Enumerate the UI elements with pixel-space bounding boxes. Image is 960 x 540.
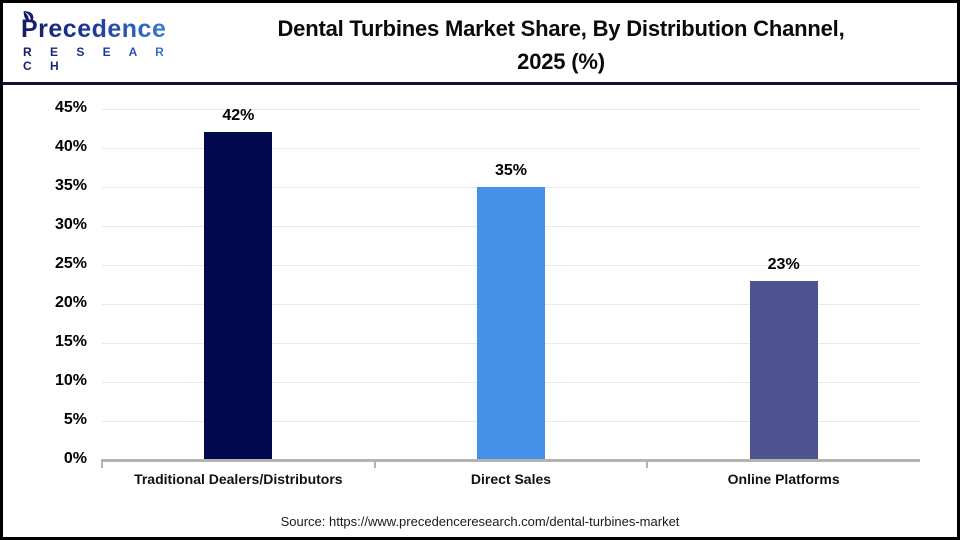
chart-title-line1: Dental Turbines Market Share, By Distrib… xyxy=(277,16,845,41)
bar-value-label: 42% xyxy=(222,107,255,125)
x-axis-tick xyxy=(101,460,103,468)
brand-logo: Precedence R E S E A R C H xyxy=(21,11,181,73)
brand-name: Precedence xyxy=(21,15,181,44)
header: Precedence R E S E A R C H Dental Turbin… xyxy=(3,3,957,82)
gridline-45pct xyxy=(102,109,920,110)
y-axis-label-35%: 35% xyxy=(54,177,87,194)
x-axis-tick xyxy=(646,460,649,468)
bar-traditional-dealers-distributors xyxy=(204,132,273,460)
source-text: Source: https://www.precedenceresearch.c… xyxy=(280,514,680,529)
gridline-40pct xyxy=(102,148,920,149)
y-axis-label-10%: 10% xyxy=(54,372,87,389)
header-divider xyxy=(3,82,957,85)
y-axis-label-45%: 45% xyxy=(54,99,87,116)
bar-direct-sales xyxy=(477,187,545,460)
y-axis-label-20%: 20% xyxy=(54,294,87,311)
bar-value-label: 35% xyxy=(494,162,528,179)
x-axis-category-label: Traditional Dealers/Distributors xyxy=(134,471,343,487)
y-axis-label-40%: 40% xyxy=(54,138,87,155)
chart-title-line2: 2025 (%) xyxy=(517,49,605,74)
y-axis-label-30%: 30% xyxy=(54,216,87,233)
brand-subname: R E S E A R C H xyxy=(21,45,181,73)
bar-value-label: 23% xyxy=(767,255,800,273)
x-axis-category-label: Online Platforms xyxy=(727,471,840,487)
x-axis-tick xyxy=(373,460,376,468)
y-axis-label-5%: 5% xyxy=(63,411,87,428)
chart-title: Dental Turbines Market Share, By Distrib… xyxy=(173,12,949,78)
y-axis-label-15%: 15% xyxy=(54,333,87,350)
y-axis-label-0%: 0% xyxy=(63,450,87,467)
plot-area xyxy=(102,109,920,460)
bar-online-platforms xyxy=(749,280,818,460)
y-axis-label-25%: 25% xyxy=(54,255,87,272)
x-axis-line xyxy=(101,459,920,462)
leaf-icon xyxy=(23,11,34,22)
x-axis-category-label: Direct Sales xyxy=(470,471,552,487)
